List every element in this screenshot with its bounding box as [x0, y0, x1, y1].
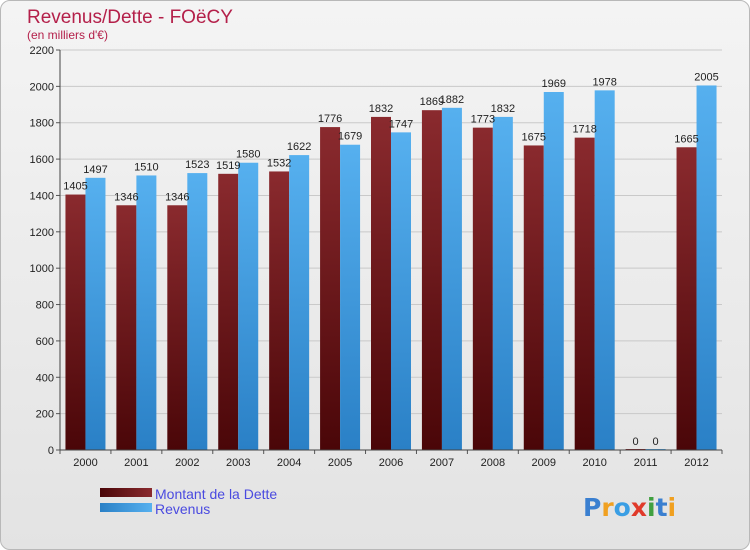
bar-revenus [594, 90, 615, 450]
bar-revenus [136, 175, 157, 451]
value-label-dette: 1718 [572, 124, 596, 136]
y-tick-label: 400 [36, 372, 54, 384]
x-tick-label: 2004 [277, 457, 301, 469]
value-label-dette: 1405 [63, 181, 87, 193]
x-tick-label: 2008 [481, 457, 505, 469]
value-label-dette: 1776 [318, 113, 342, 125]
bar-revenus [187, 173, 208, 450]
value-label-revenus: 1523 [185, 159, 209, 171]
value-label-revenus: 2005 [694, 71, 718, 83]
x-tick-label: 2001 [124, 457, 148, 469]
x-tick-label: 2005 [328, 457, 352, 469]
y-tick-label: 0 [48, 445, 54, 457]
value-label-dette: 1869 [420, 96, 444, 108]
value-label-dette: 1346 [165, 191, 189, 203]
value-label-revenus: 1832 [491, 103, 515, 115]
y-tick-label: 1400 [30, 190, 54, 202]
y-tick-label: 1800 [30, 118, 54, 130]
value-label-dette: 1665 [674, 133, 698, 145]
logo-letter: P [583, 493, 601, 522]
y-tick-label: 2200 [30, 45, 54, 57]
value-label-revenus: 0 [653, 436, 659, 448]
y-tick-label: 200 [36, 409, 54, 421]
x-tick-label: 2011 [634, 457, 658, 469]
chart-title: Revenus/Dette - FOëCY [27, 7, 233, 28]
bar-dette [167, 205, 188, 450]
x-tick-label: 2012 [684, 457, 708, 469]
value-label-revenus: 1622 [287, 141, 311, 153]
logo-letter: x [631, 493, 647, 522]
bar-dette [269, 171, 290, 451]
value-label-revenus: 1580 [236, 149, 260, 161]
bar-dette [523, 145, 544, 451]
value-label-dette: 1773 [471, 114, 495, 126]
y-axis-ticks: 0 200 400 600 800 1000 1200 1400 1600 1800 2000 220… [30, 45, 60, 457]
legend-label-revenus: Revenus [155, 501, 210, 517]
bar-dette [65, 194, 86, 450]
bar-dette [320, 127, 341, 450]
x-tick-label: 2009 [532, 457, 556, 469]
y-tick-label: 1200 [30, 227, 54, 239]
value-label-revenus: 1978 [592, 76, 616, 88]
legend-label-debt: Montant de la Dette [155, 486, 277, 502]
value-label-dette: 0 [633, 436, 639, 448]
x-tick-label: 2007 [430, 457, 454, 469]
y-tick-label: 800 [36, 300, 54, 312]
bar-revenus [543, 92, 564, 450]
chart-subtitle: (en milliers d'€) [27, 28, 108, 42]
value-label-dette: 1532 [267, 157, 291, 169]
logo-letter: r [601, 493, 614, 522]
bar-dette [371, 116, 391, 450]
value-label-revenus: 1882 [440, 94, 464, 106]
axes [59, 50, 722, 451]
value-label-revenus: 1747 [389, 118, 413, 130]
y-tick-label: 1600 [30, 154, 54, 166]
y-tick-label: 1000 [30, 263, 54, 275]
value-label-dette: 1675 [522, 131, 546, 143]
bar-revenus [340, 144, 361, 450]
bar-revenus [85, 177, 106, 450]
bar-dette [421, 110, 442, 450]
bar-revenus [289, 155, 310, 450]
bar-revenus [391, 132, 411, 450]
x-axis-ticks: 2000 2001 2002 2003 2004 2005 2006 2007 2008 2009… [59, 450, 723, 469]
value-label-revenus: 1510 [134, 161, 158, 173]
bar-dette [218, 173, 239, 450]
x-tick-label: 2002 [175, 457, 199, 469]
bar-dette [574, 137, 595, 451]
legend: Montant de la Dette Revenus [100, 486, 277, 517]
y-tick-label: 2000 [30, 81, 54, 93]
proxiti-logo: Proxiti [583, 493, 676, 522]
bar-revenus [441, 107, 462, 451]
bar-dette [116, 205, 137, 450]
bar-revenus [492, 116, 513, 450]
legend-swatch-revenus [100, 503, 152, 512]
legend-swatch-debt [100, 488, 152, 497]
x-tick-label: 2003 [226, 457, 250, 469]
bar-revenus [696, 85, 717, 451]
bars [65, 85, 717, 451]
bar-revenus [238, 162, 259, 450]
x-tick-label: 2000 [73, 457, 97, 469]
bar-dette [676, 147, 697, 451]
value-label-dette: 1832 [369, 103, 393, 115]
x-tick-label: 2010 [582, 457, 606, 469]
value-label-revenus: 1969 [542, 78, 566, 90]
bar-dette [472, 127, 493, 451]
logo-letter: i [668, 493, 677, 522]
logo-letter: i [647, 493, 656, 522]
value-label-revenus: 1497 [83, 164, 107, 176]
value-label-dette: 1519 [216, 160, 240, 172]
y-tick-label: 600 [36, 336, 54, 348]
value-label-dette: 1346 [114, 191, 138, 203]
logo-letter: o [614, 493, 631, 522]
x-tick-label: 2006 [379, 457, 403, 469]
value-label-revenus: 1679 [338, 131, 362, 143]
logo-letter: t [656, 493, 668, 522]
